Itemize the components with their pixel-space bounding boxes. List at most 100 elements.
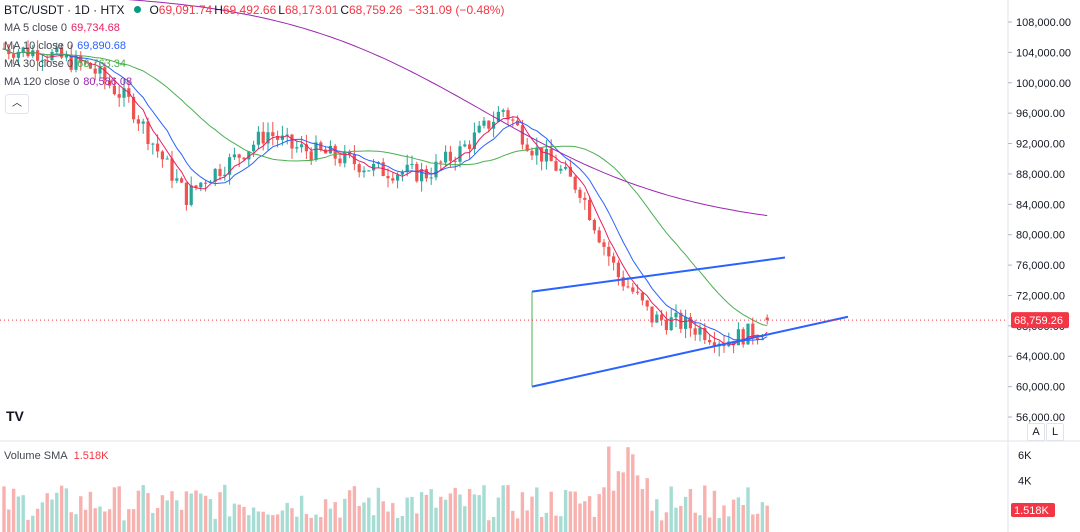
candle-body (415, 163, 419, 182)
volume-bar (650, 510, 654, 532)
candle-body (496, 111, 500, 122)
candle-body (328, 145, 332, 154)
volume-bar (107, 509, 112, 532)
volume-bar (127, 509, 131, 532)
volume-bar (477, 495, 481, 532)
volume-bar (539, 516, 544, 532)
low-value: 68,173.01 (284, 3, 339, 17)
volume-bar (583, 501, 587, 532)
volume-bar (45, 493, 49, 532)
volume-bar (59, 485, 64, 532)
volume-bar (386, 511, 390, 532)
candle-body (463, 144, 467, 147)
volume-bar (7, 509, 11, 532)
volume-bar (376, 487, 381, 532)
ma10-legend[interactable]: MA 10 close 0 69,890.68 (4, 40, 126, 52)
ma10-value: 69,890.68 (77, 40, 127, 52)
symbol-label[interactable]: BTC/USDT · 1D · HTX (4, 3, 125, 17)
volume-bar (347, 490, 352, 532)
candle-body (746, 323, 750, 345)
volume-bar (299, 495, 304, 532)
candle-body (741, 329, 745, 345)
candle-body (420, 169, 424, 182)
volume-bar (74, 514, 78, 532)
volume-bar (746, 487, 750, 532)
ma30-legend[interactable]: MA 30 close 0 68,763.34 (4, 58, 126, 70)
ma5-value: 69,734.68 (70, 22, 120, 34)
volume-bar (391, 503, 395, 532)
candle-body (189, 185, 193, 205)
change-value: −331.09 (−0.48%) (408, 3, 505, 17)
candle-body (276, 136, 280, 140)
ma10-label: MA 10 close 0 (4, 40, 74, 52)
candle-body (391, 178, 395, 181)
candle-body (645, 300, 649, 307)
volume-bar (208, 499, 213, 532)
candle-body (261, 131, 265, 144)
auto-scale-button[interactable]: A (1027, 423, 1045, 441)
volume-bar (731, 499, 736, 532)
candle-body (626, 286, 630, 288)
candle-body (612, 256, 616, 263)
high-value: 69,492.66 (222, 3, 277, 17)
tradingview-logo-icon[interactable]: TV (6, 408, 24, 424)
volume-bar (602, 487, 606, 532)
volume-tick-label: 6K (1018, 450, 1032, 462)
candle-body (175, 178, 179, 181)
ma5-legend[interactable]: MA 5 close 0 69,734.68 (4, 22, 120, 34)
volume-legend[interactable]: Volume SMA 1.518K (4, 450, 108, 462)
candle-body (631, 287, 635, 292)
volume-bar (568, 491, 573, 532)
volume-label: Volume SMA (4, 450, 68, 462)
candle-body (453, 160, 457, 162)
volume-bar (319, 517, 323, 532)
volume-bar (290, 508, 294, 532)
volume-bar (21, 495, 25, 532)
candle-body (117, 94, 121, 98)
trendline-lower (531, 315, 849, 388)
volume-bar (2, 486, 6, 532)
ma120-legend[interactable]: MA 120 close 0 80,586.08 (4, 76, 132, 88)
volume-bar (472, 494, 477, 532)
volume-bar (160, 495, 165, 532)
candle-body (751, 323, 755, 339)
candle-body (12, 54, 16, 58)
candle-body (31, 50, 35, 57)
candle-body (352, 154, 356, 165)
candle-body (357, 164, 361, 173)
candle-body (405, 164, 409, 173)
volume-bar (184, 491, 189, 532)
candle-body (372, 163, 376, 171)
volume-bar (688, 489, 693, 532)
candle-body (93, 68, 97, 74)
volume-bar (549, 491, 553, 532)
candle-body (16, 51, 20, 58)
symbol-header: BTC/USDT · 1D · HTX O69,091.74 H69,492.66 L… (4, 3, 506, 17)
candle-body (237, 154, 241, 158)
price-tick-label: 96,000.00 (1016, 108, 1065, 120)
candle-body (98, 67, 102, 74)
volume-bar (722, 505, 726, 532)
candle-body (64, 54, 68, 58)
collapse-legend-button[interactable]: ︿ (5, 94, 29, 114)
volume-bar (544, 512, 549, 532)
ma10-line (3, 48, 768, 342)
volume-bar (112, 487, 117, 532)
volume-bar (295, 516, 299, 532)
candle-body (444, 151, 448, 163)
candle-body (544, 148, 548, 162)
candle-body (535, 147, 539, 156)
volume-bar (343, 498, 347, 532)
volume-bar (645, 478, 649, 532)
candle-body (578, 189, 582, 198)
volume-bar (165, 500, 169, 532)
volume-bar (482, 485, 486, 532)
log-scale-button[interactable]: L (1046, 423, 1064, 441)
volume-bar (458, 494, 462, 532)
volume-bar (141, 485, 145, 532)
price-tick-label: 88,000.00 (1016, 169, 1065, 181)
volume-bar (136, 490, 141, 532)
trendline-upper (531, 256, 786, 293)
